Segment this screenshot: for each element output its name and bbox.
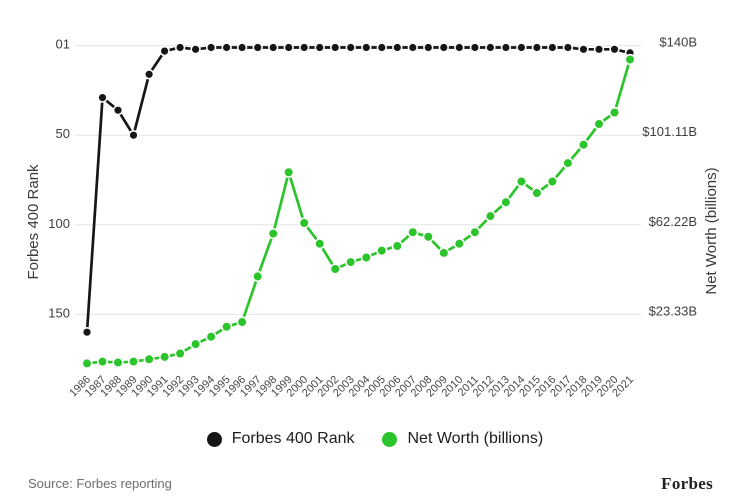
rank-data-point	[578, 44, 589, 55]
rank-data-point	[174, 42, 186, 53]
networth-data-point	[252, 270, 264, 283]
rank-line	[85, 46, 632, 334]
rank-data-point	[330, 42, 341, 53]
networth-data-point	[500, 196, 512, 208]
rank-data-point	[547, 42, 558, 53]
networth-data-point	[159, 351, 171, 363]
rank-data-point	[516, 42, 527, 53]
networth-data-point	[298, 217, 310, 229]
networth-data-point	[391, 240, 403, 252]
networth-data-point	[469, 226, 481, 238]
networth-data-point	[608, 106, 621, 119]
networth-data-point	[81, 357, 93, 370]
rank-data-point	[112, 104, 124, 116]
rank-data-point	[268, 42, 279, 53]
networth-line	[85, 58, 632, 365]
networth-data-point	[360, 251, 372, 264]
networth-data-point	[221, 321, 233, 333]
networth-data-point	[345, 256, 357, 268]
legend-item-forbes-400-rank: Forbes 400 Rank	[206, 430, 355, 448]
networth-data-point	[593, 118, 605, 130]
networth-data-point	[376, 245, 388, 257]
rank-data-point	[531, 42, 543, 53]
networth-data-point	[329, 263, 341, 275]
legend-label-networth: Net Worth (billions)	[407, 430, 544, 447]
rank-data-point	[593, 44, 605, 55]
rank-legend-dot-icon	[206, 431, 222, 447]
networth-data-point	[515, 175, 528, 188]
networth-data-point	[531, 187, 543, 199]
networth-data-point	[438, 247, 450, 259]
rank-data-point	[252, 42, 263, 53]
networth-data-point	[407, 226, 419, 238]
rank-data-point	[392, 42, 403, 53]
rank-data-point	[376, 42, 387, 53]
networth-data-point	[562, 157, 574, 169]
source-credit: Source: Forbes reporting	[28, 476, 172, 491]
right-axis-tick-label: $23.33B	[649, 303, 697, 318]
chart-legend: Forbes 400 Rank Net Worth (billions)	[0, 430, 750, 448]
legend-item-net-worth: Net Worth (billions)	[382, 430, 543, 448]
rank-data-point	[221, 42, 232, 53]
networth-data-point	[143, 353, 155, 365]
rank-data-point	[562, 42, 574, 53]
rank-data-point	[361, 42, 372, 53]
left-axis-tick-label: 01	[56, 37, 70, 52]
networth-data-point	[96, 356, 109, 368]
networth-data-point	[267, 228, 279, 240]
right-axis-tick-label: $101.11B	[642, 124, 697, 139]
left-axis-tick-label: 150	[48, 305, 70, 320]
forbes-wordmark: Forbes	[661, 474, 713, 493]
networth-data-point	[453, 238, 465, 250]
networth-data-point	[624, 53, 636, 66]
networth-data-point	[577, 139, 590, 151]
rank-data-point	[299, 42, 310, 53]
rank-data-point	[143, 69, 155, 80]
rank-data-point	[407, 42, 418, 53]
rank-data-point	[314, 42, 325, 53]
rank-data-point	[97, 92, 108, 103]
left-axis-tick-label: 100	[48, 216, 70, 231]
right-axis-title: Net Worth (billions)	[703, 167, 720, 294]
rank-data-point	[128, 130, 139, 141]
rank-data-point	[81, 327, 93, 338]
legend-label-rank: Forbes 400 Rank	[231, 430, 355, 447]
rank-data-point	[500, 42, 512, 53]
rank-data-point	[283, 42, 294, 53]
rank-data-point	[236, 42, 248, 53]
right-axis-tick-label: $140B	[659, 35, 697, 50]
networth-legend-dot-icon	[382, 431, 398, 447]
networth-data-point	[283, 166, 295, 178]
networth-data-point	[112, 356, 124, 369]
left-axis-title: Forbes 400 Rank	[25, 164, 42, 280]
forbes-rank-networth-chart: 01 $140B 50 $101.11B 100 $62.22B 150 $23.33B For…	[25, 35, 720, 400]
networth-data-point	[546, 175, 559, 188]
rank-data-point	[190, 44, 201, 55]
rank-data-point	[485, 42, 496, 53]
rank-data-point	[345, 42, 356, 53]
left-axis-tick-label: 50	[56, 126, 70, 141]
networth-data-point	[205, 331, 217, 343]
rank-data-point	[159, 45, 170, 57]
rank-data-point	[454, 42, 465, 53]
networth-data-point	[174, 347, 186, 360]
networth-data-point	[484, 210, 497, 222]
right-axis-tick-label: $62.22B	[649, 214, 697, 229]
networth-data-point	[314, 238, 326, 250]
rank-data-point	[205, 42, 217, 53]
networth-data-point	[422, 231, 434, 243]
rank-data-point	[469, 42, 481, 53]
rank-data-point	[423, 42, 434, 53]
networth-data-point	[127, 356, 140, 368]
networth-data-point	[190, 338, 202, 350]
rank-data-point	[609, 44, 620, 55]
rank-data-point	[438, 42, 449, 53]
networth-data-point	[236, 316, 248, 328]
